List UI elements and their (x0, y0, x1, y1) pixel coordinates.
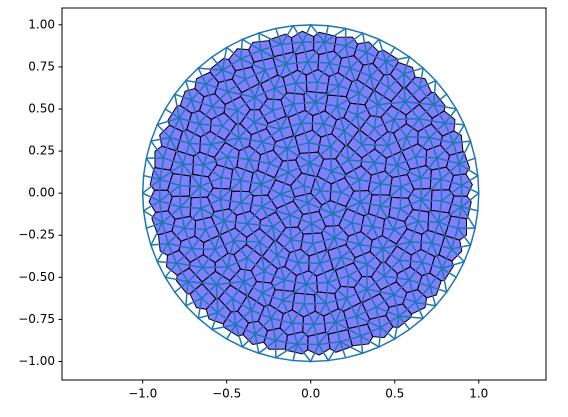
triangulation-edge (157, 262, 165, 278)
triangulation-edge (259, 353, 276, 358)
triangulation-edge (184, 228, 205, 229)
triangulation-edge (478, 193, 479, 211)
y-tick-label: 0.75 (28, 59, 55, 73)
triangulation-edge (410, 318, 424, 329)
triangulation-edge (233, 241, 259, 242)
triangulation-edge (478, 176, 479, 194)
triangulation-edge (254, 97, 255, 122)
x-tick-label: −0.5 (212, 387, 241, 401)
x-tick-label: −1.0 (128, 387, 157, 401)
triangulation-edge (301, 123, 323, 124)
triangulation-edge (203, 267, 228, 268)
triangulation-edge (212, 329, 227, 339)
triangulation-edge (293, 25, 311, 26)
triangulation-edge (436, 292, 447, 306)
triangulation-edge (363, 347, 379, 353)
x-tick-label: 0.0 (301, 387, 320, 401)
triangulation-edge (311, 361, 329, 362)
triangulation-edge (175, 81, 186, 95)
triangulation-edge (367, 264, 368, 289)
triangulation-edge (379, 339, 395, 347)
triangulation-edge (328, 358, 345, 361)
triangulation-edge (146, 141, 151, 158)
triangulation-edge (180, 185, 200, 186)
triangulation-edge (144, 158, 147, 175)
triangulation-edge (471, 228, 476, 245)
triangulation-edge (346, 29, 363, 34)
y-tick-label: 0.25 (28, 144, 55, 158)
x-tick-label: 1.0 (469, 387, 488, 401)
triangulation-edge (183, 164, 204, 165)
triangulation-edge (464, 245, 470, 261)
y-tick-label: 0.50 (28, 101, 55, 115)
triangulation-edge (242, 347, 258, 353)
triangulation-edge (143, 176, 144, 194)
triangulation-edge (165, 94, 175, 109)
triangulation-edge (471, 141, 476, 158)
triangulation-edge (180, 185, 181, 207)
triangulation-edge (380, 184, 381, 206)
triangulation-edge (290, 215, 291, 239)
triangulation-edge (242, 33, 258, 39)
triangulation-edge (421, 200, 441, 201)
triangulation-edge (143, 193, 144, 211)
triangulation-edge (151, 125, 157, 141)
triangulation-edge (328, 26, 345, 29)
triangulation-edge (175, 292, 186, 306)
triangulation-edge (144, 211, 147, 228)
x-tick-label: 0.5 (385, 387, 404, 401)
triangulation-edge (293, 361, 311, 362)
triangulation-edge (436, 81, 447, 95)
y-tick-label: −0.25 (18, 228, 55, 242)
y-tick-label: −0.75 (18, 312, 55, 326)
triangulation-edge (298, 263, 320, 264)
triangulation-edge (394, 119, 419, 120)
y-tick-label: −1.00 (18, 354, 55, 368)
triangulation-edge (456, 109, 464, 125)
triangulation-edge (296, 82, 318, 83)
triangulation-edge (261, 184, 262, 206)
triangulation-edge (464, 125, 470, 141)
triangulation-edge (475, 211, 478, 228)
triangulation-edge (447, 277, 457, 292)
triangulation-edge (276, 26, 293, 29)
triangulation-edge (359, 180, 360, 202)
triangulation-edge (151, 245, 157, 261)
y-tick-label: 0.00 (28, 186, 55, 200)
triangulation-edge (259, 29, 276, 34)
triangulation-edge (410, 57, 424, 68)
triangulation-edge (241, 180, 242, 202)
triangulation-edge (330, 147, 331, 171)
triangulation-edge (198, 57, 212, 68)
triangulation-edge (416, 157, 437, 158)
triangulation-edge (421, 178, 422, 200)
triangulation-edge (418, 221, 439, 222)
triangulation-edge (441, 179, 442, 201)
triangulation-edge (346, 353, 363, 358)
triangulation-edge (311, 25, 329, 26)
triangulation-edge (363, 33, 379, 39)
voronoi-cells (149, 31, 472, 355)
triangulation-edge (200, 187, 201, 209)
triangulation-edge (146, 228, 151, 245)
y-tick-label: −0.50 (18, 270, 55, 284)
triangulation-edge (395, 47, 410, 57)
triangulation-edge (362, 144, 388, 145)
triangulation-edge (276, 358, 293, 361)
triangulation-edge (198, 318, 212, 329)
triangulation-edge (227, 39, 243, 47)
triangulation-edge (304, 303, 326, 304)
y-tick-label: 1.00 (28, 17, 55, 31)
triangulation-edge (475, 158, 478, 175)
